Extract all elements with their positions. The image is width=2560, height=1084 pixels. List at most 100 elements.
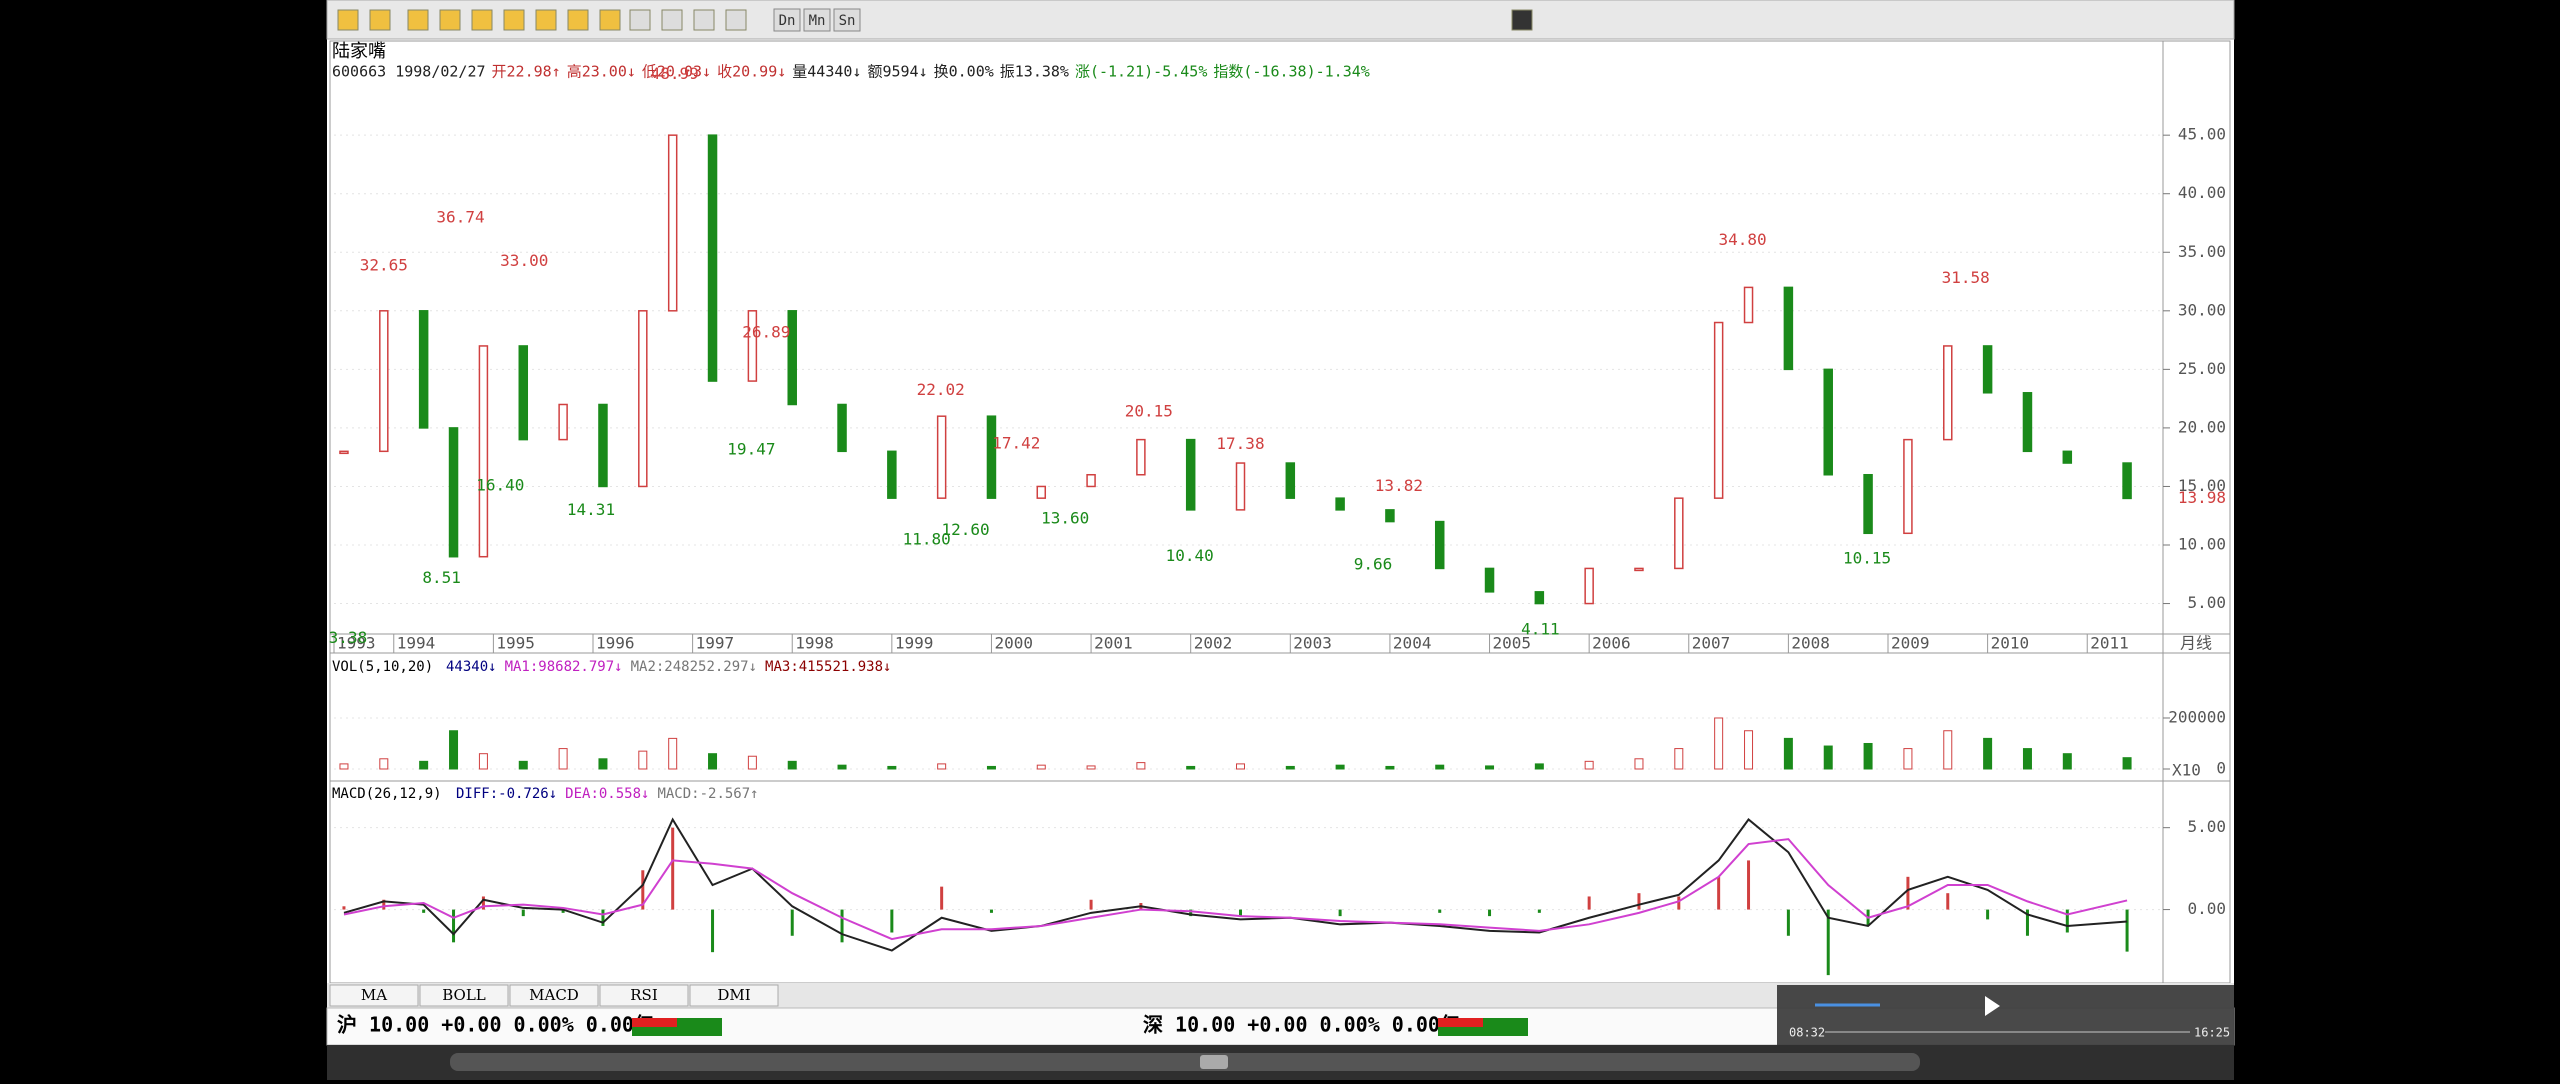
tool-icon[interactable]: [535, 9, 557, 31]
candle: [1823, 368, 1833, 476]
volume-bar: [419, 760, 429, 770]
candle: [1982, 345, 1993, 394]
candle: [1534, 591, 1545, 605]
candle: [1235, 462, 1246, 511]
candle: [638, 310, 648, 488]
tab[interactable]: [689, 984, 779, 1007]
tool-icon[interactable]: [599, 9, 621, 31]
y-tick-label: 5.00: [2187, 593, 2226, 612]
info-item: 600663 1998/02/27: [332, 63, 486, 81]
tab[interactable]: [419, 984, 509, 1007]
candle: [1434, 520, 1445, 570]
y-tick-label: 10.00: [2178, 535, 2226, 554]
volume-legend-item: MA2:248252.297↓: [631, 659, 757, 675]
x-tick-label: 2006: [1592, 634, 1631, 653]
tab[interactable]: [599, 984, 689, 1007]
candle: [1285, 462, 1296, 499]
volume-legend-item: 44340↓: [446, 659, 497, 675]
y-tick-label: 15.00: [2178, 476, 2226, 495]
candle: [1385, 509, 1395, 523]
candle: [1863, 473, 1873, 535]
tab[interactable]: [329, 984, 419, 1007]
status-gauge-part: [632, 1018, 677, 1027]
high-label: 36.74: [436, 207, 484, 226]
tool-icon[interactable]: [661, 9, 683, 31]
volume-bar: [1983, 737, 1993, 770]
tool-button[interactable]: [803, 8, 831, 32]
y-tick-label: 35.00: [2178, 242, 2226, 261]
volume-bar: [1744, 730, 1754, 770]
candle: [1943, 345, 1953, 441]
x-tick-label: 2008: [1791, 634, 1830, 653]
volume-bar: [1783, 737, 1793, 770]
candle: [1903, 438, 1913, 535]
tool-icon[interactable]: [407, 9, 429, 31]
volume-legend-item: MA1:98682.797↓: [505, 659, 623, 675]
volume-bar: [449, 730, 459, 770]
high-label: 48.99: [651, 64, 699, 83]
high-label: 34.80: [1718, 230, 1766, 249]
volume-bar: [339, 763, 349, 770]
play-button[interactable]: [1985, 996, 2000, 1016]
candle: [1783, 286, 1794, 371]
volume-bar: [708, 753, 718, 770]
volume-bar: [1036, 764, 1046, 770]
volume-bar: [1285, 765, 1295, 770]
volume-bar: [1823, 745, 1833, 770]
tab[interactable]: [509, 984, 599, 1007]
status-left: 沪 10.00 +0.00 0.00% 0.00亿: [337, 1013, 654, 1037]
volume-bar: [1534, 763, 1544, 770]
x-tick-label: 1996: [596, 634, 635, 653]
high-label: 17.42: [992, 434, 1040, 453]
tool-button[interactable]: [773, 8, 801, 32]
macd-legend-item: DIFF:-0.726↓: [456, 786, 557, 802]
tool-icon[interactable]: [725, 9, 747, 31]
y-tick-label: 30.00: [2178, 300, 2226, 319]
x-tick-label: 1999: [895, 634, 934, 653]
status-right: 深 10.00 +0.00 0.00% 0.00亿: [1143, 1013, 1460, 1037]
x-tick-label: 2000: [994, 634, 1033, 653]
player-progress[interactable]: [450, 1053, 1920, 1071]
tool-icon[interactable]: [369, 9, 391, 31]
candle: [478, 345, 489, 558]
candle: [887, 450, 897, 499]
info-item: 换0.00%: [934, 63, 994, 81]
volume-bar: [1086, 765, 1096, 770]
candle: [448, 427, 459, 558]
tool-icon[interactable]: [629, 9, 651, 31]
scale-label: X10: [2172, 761, 2201, 780]
candle: [747, 310, 758, 382]
volume-bar: [1435, 764, 1445, 770]
tool-icon[interactable]: [471, 9, 493, 31]
info-item: 收20.99↓: [717, 63, 786, 81]
status-gauge-part: [1438, 1018, 1483, 1027]
toolbar-buttons: Dn Mn Sn: [773, 8, 861, 32]
tool-icon[interactable]: [567, 9, 589, 31]
volume-legend-item: MA3:415521.938↓: [765, 659, 891, 675]
low-label: 4.11: [1521, 619, 1560, 638]
player-thumb[interactable]: [1200, 1055, 1228, 1069]
candle: [1743, 286, 1754, 324]
tool-icon[interactable]: [693, 9, 715, 31]
low-label: 11.80: [903, 529, 951, 548]
candle: [667, 134, 678, 312]
save-icon[interactable]: [1511, 9, 1533, 31]
tool-icon[interactable]: [503, 9, 525, 31]
volume-legend: VOL(5,10,20): [332, 659, 433, 675]
macd-legend: MACD(26,12,9): [332, 786, 442, 802]
candle: [787, 310, 797, 406]
tool-button[interactable]: [833, 8, 861, 32]
volume-bar: [379, 758, 389, 770]
candle: [339, 450, 349, 455]
tool-icon[interactable]: [439, 9, 461, 31]
volume-bar: [2022, 748, 2032, 770]
info-item: 额9594↓: [867, 63, 927, 81]
tool-icon[interactable]: [337, 9, 359, 31]
stock-name: 陆家嘴: [332, 41, 386, 62]
tab-label: MACD: [529, 986, 579, 1004]
diff-line: [343, 817, 2128, 952]
high-label: 31.58: [1942, 268, 1990, 287]
volume-bar: [747, 755, 757, 770]
low-label: 14.31: [567, 500, 615, 519]
candle: [1713, 321, 1724, 499]
